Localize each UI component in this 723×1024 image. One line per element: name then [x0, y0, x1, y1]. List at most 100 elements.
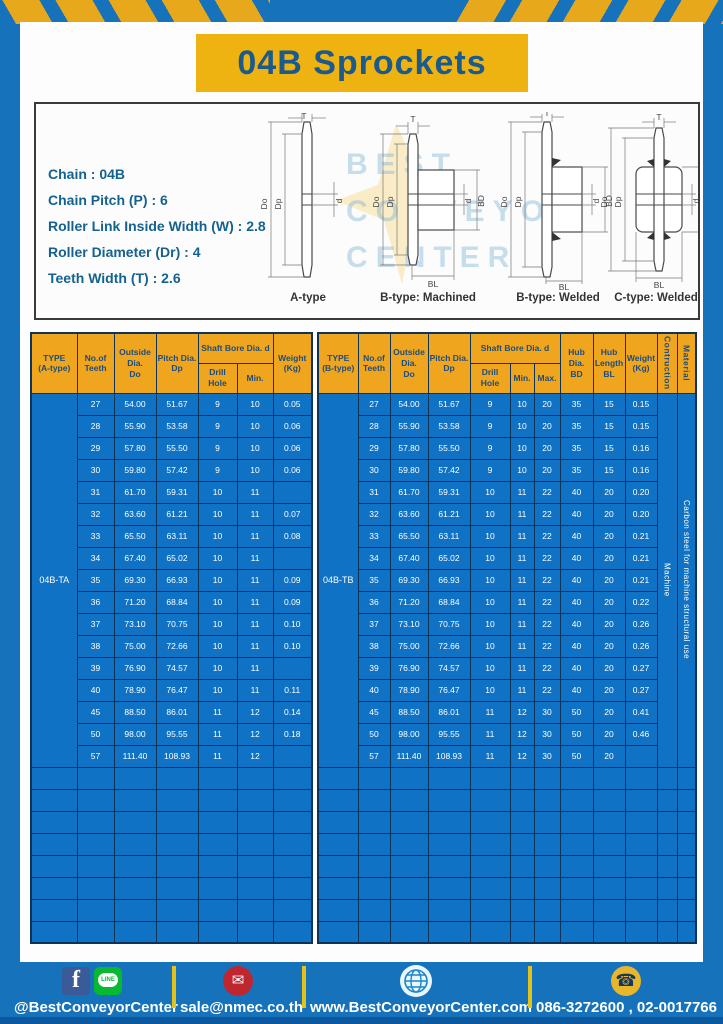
data-cell [272, 656, 313, 680]
catalog-page: 04B Sprockets BEST CONVEYOR CENTER Chain… [20, 22, 703, 962]
email-address[interactable]: sale@nmec.co.th [180, 999, 304, 1016]
material-cell: Carbon steel for machine structural use [676, 392, 697, 768]
empty-cell [155, 898, 199, 922]
data-cell: 66.93 [155, 568, 199, 592]
data-cell: 71.20 [389, 590, 429, 614]
data-cell: 63.11 [427, 524, 471, 548]
table-row: 37 73.10 70.75 10 11 0.10 [31, 612, 313, 636]
empty-cell [592, 854, 626, 878]
data-cell: 22 [533, 502, 561, 526]
empty-cell [272, 832, 313, 856]
data-cell: 0.20 [624, 502, 658, 526]
data-cell: 40 [559, 480, 594, 504]
table-row: 32 63.60 61.21 10 11 22 40 20 0.20 [318, 502, 696, 526]
data-cell: 63.60 [113, 502, 157, 526]
data-cell: 10 [197, 612, 238, 636]
empty-cell [113, 898, 157, 922]
table-row: 38 75.00 72.66 10 11 0.10 [31, 634, 313, 658]
col-shaft-bore: Shaft Bore Dia. d [469, 332, 561, 364]
empty-cell [317, 810, 359, 834]
empty-cell [236, 920, 274, 944]
empty-cell [469, 766, 511, 790]
empty-cell [113, 788, 157, 812]
table-row: 45 88.50 86.01 11 12 30 50 20 0.41 [318, 700, 696, 724]
empty-cell [469, 854, 511, 878]
phone-group[interactable]: ☎ 086-3272600 , 02-0017766 [536, 964, 717, 1016]
data-cell: 40 [559, 590, 594, 614]
data-cell: 11 [236, 546, 274, 570]
empty-cell [272, 920, 313, 944]
data-cell: 0.10 [272, 634, 313, 658]
diagram-c-welded: T Do Dp d BD BL C-type: Welded [596, 112, 698, 316]
data-cell: 86.01 [427, 700, 471, 724]
website-group[interactable]: www.BestConveyorCenter.com [310, 964, 533, 1016]
svg-text:T: T [301, 112, 306, 121]
empty-cell [509, 832, 535, 856]
data-cell: 76.90 [389, 656, 429, 680]
line-icon[interactable]: LINE [94, 967, 122, 995]
data-cell: 9 [197, 414, 238, 438]
data-cell: 40 [559, 568, 594, 592]
empty-cell [389, 876, 429, 900]
empty-cell [624, 876, 658, 900]
svg-text:Do: Do [259, 198, 269, 209]
data-cell: 11 [509, 524, 535, 548]
empty-cell [76, 766, 115, 790]
data-cell: 22 [533, 480, 561, 504]
phone-numbers[interactable]: 086-3272600 , 02-0017766 [536, 999, 717, 1016]
email-group[interactable]: ✉ sale@nmec.co.th [180, 964, 304, 1016]
data-cell: 70.75 [155, 612, 199, 636]
phone-icon[interactable]: ☎ [611, 966, 641, 996]
data-cell: 0.27 [624, 678, 658, 702]
data-cell: 0.06 [272, 458, 313, 482]
empty-cell [624, 920, 658, 944]
empty-cell [559, 854, 594, 878]
data-cell: 20 [533, 414, 561, 438]
empty-cell [559, 876, 594, 900]
empty-cell [197, 788, 238, 812]
diagram-panel: BEST CONVEYOR CENTER Chain : 04B Chain P… [34, 102, 700, 320]
data-cell: 10 [469, 480, 511, 504]
empty-cell [469, 876, 511, 900]
empty-cell [236, 788, 274, 812]
contact-footer: f LINE @BestConveyorCenter ✉ sale@nmec.c… [0, 962, 723, 1024]
table-row: 30 59.80 57.42 9 10 0.06 [31, 458, 313, 482]
data-cell: 0.22 [624, 590, 658, 614]
empty-cell [469, 810, 511, 834]
globe-icon[interactable] [400, 965, 432, 997]
construction-cell: Machine [656, 392, 678, 768]
empty-cell [30, 788, 78, 812]
data-cell: 9 [197, 436, 238, 460]
social-handle[interactable]: @BestConveyorCenter [14, 999, 178, 1016]
diagram-caption: B-type: Welded [516, 292, 600, 304]
data-cell: 22 [533, 546, 561, 570]
empty-cell [656, 832, 678, 856]
data-cell: 0.27 [624, 656, 658, 680]
data-cell: 40 [559, 524, 594, 548]
table-b-type: TYPE (B-type) No.of Teeth Outside Dia. D… [317, 332, 697, 944]
col-drill-hole: Drill Hole [469, 362, 511, 394]
empty-cell [676, 920, 697, 944]
facebook-icon[interactable]: f [62, 967, 90, 995]
data-cell: 10 [469, 502, 511, 526]
empty-cell [236, 832, 274, 856]
social-group[interactable]: f LINE @BestConveyorCenter [14, 964, 178, 1016]
empty-cell [113, 832, 157, 856]
data-cell: 50 [357, 722, 391, 746]
mail-icon[interactable]: ✉ [223, 966, 253, 996]
table-row: 45 88.50 86.01 11 12 0.14 [31, 700, 313, 724]
data-cell: 36 [76, 590, 115, 614]
empty-row [30, 810, 313, 834]
empty-cell [624, 854, 658, 878]
svg-text:BL: BL [428, 279, 439, 289]
empty-cell [272, 898, 313, 922]
data-cell: 32 [76, 502, 115, 526]
svg-text:Dp: Dp [513, 196, 523, 207]
empty-cell [113, 920, 157, 944]
data-cell: 11 [236, 656, 274, 680]
data-cell: 0.46 [624, 722, 658, 746]
data-cell: 65.02 [155, 546, 199, 570]
website-url[interactable]: www.BestConveyorCenter.com [310, 999, 533, 1016]
empty-cell [155, 876, 199, 900]
data-cell: 45 [76, 700, 115, 724]
